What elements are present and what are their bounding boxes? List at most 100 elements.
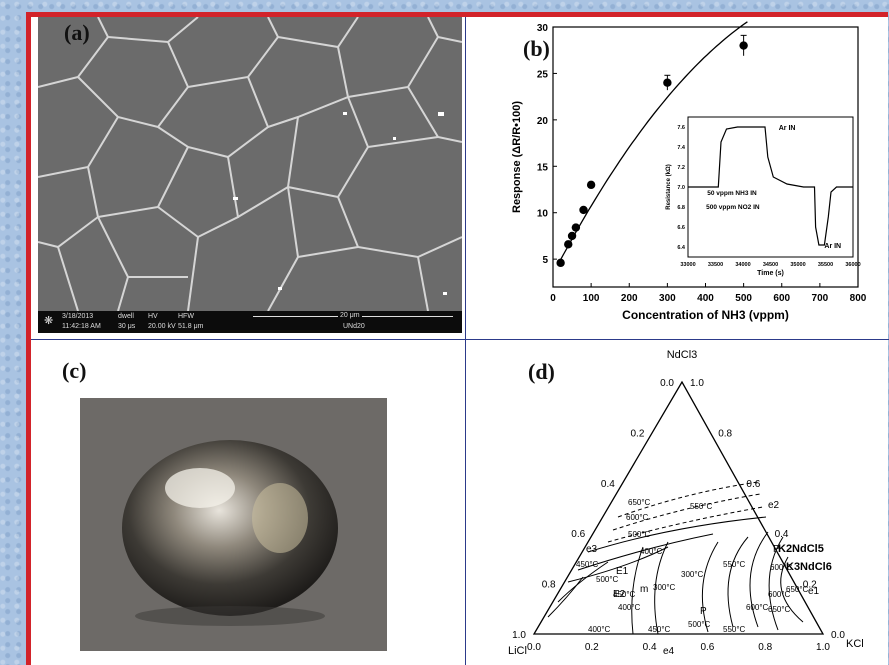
- isotherm-curve: [587, 516, 767, 553]
- isotherm-curve: [557, 561, 609, 603]
- data-point: [579, 205, 588, 215]
- inset-y-axis-label: Resistance (kΩ): [666, 164, 672, 210]
- sem-date: 3/18/2013: [62, 313, 94, 320]
- isotherm-curve: [701, 541, 719, 633]
- vertex-label-left: LiCl: [508, 645, 527, 657]
- x-tick-label: 300: [659, 293, 676, 304]
- inset-resistance-line: [688, 126, 853, 246]
- inset-annotation: 500 vppm NO2 IN: [706, 204, 760, 211]
- vertex-label-top: NdCl3: [667, 349, 698, 361]
- isotherm-label: 550°C: [723, 560, 746, 569]
- fei-logo-icon: ❋: [44, 315, 54, 327]
- inset-annotation: 50 vppm NH3 IN: [707, 190, 757, 197]
- isotherm-label: 600°C: [626, 513, 649, 522]
- data-point: [567, 231, 577, 241]
- vertex-label-right: KCl: [846, 638, 864, 650]
- isotherm-curve: [607, 506, 764, 543]
- metal-nugget-image: [122, 440, 338, 626]
- isotherm-curve: [567, 546, 669, 583]
- isotherm-label: 650°C: [628, 498, 651, 507]
- isotherm-curve: [577, 533, 714, 571]
- eutectic-point-label: P: [773, 544, 780, 555]
- left-scale-label: 1.0: [512, 630, 526, 641]
- sem-dwell-label: dwell: [118, 313, 134, 320]
- isotherm-label: 600°C: [770, 563, 793, 572]
- isotherm-label: 300°C: [653, 583, 676, 592]
- eutectic-point-label: P: [700, 606, 707, 617]
- panel-b: 0 100 200 300 400 500 600 700 800 5 10 15 20 25 30 Conc…: [468, 17, 886, 337]
- sem-info-bar: ❋ 3/18/2013 11:42:18 AM dwell 30 μs HV 2…: [38, 311, 462, 333]
- right-scale-label: 1.0: [690, 378, 704, 389]
- isotherm-curve: [654, 541, 669, 635]
- isotherm-curve: [727, 536, 749, 628]
- isotherm-label: 450°C: [648, 625, 671, 634]
- inset-y-tick-label: 6.6: [677, 225, 685, 231]
- y-tick-label: 5: [542, 255, 548, 266]
- triangle-outline: [532, 380, 825, 635]
- right-scale-label: 0.8: [718, 428, 732, 439]
- panel-divider-horizontal: [31, 339, 889, 340]
- left-scale-label: 0.8: [542, 580, 556, 591]
- isotherm-label: 400°C: [618, 603, 641, 612]
- x-tick-label: 800: [850, 293, 867, 304]
- y-tick-label: 20: [537, 116, 549, 127]
- eutectic-point-label: e2: [768, 500, 780, 511]
- inset-x-tick-label: 33000: [680, 262, 695, 268]
- data-point: [564, 240, 573, 249]
- isotherm-label: 400°C: [588, 625, 611, 634]
- ternary-phase-diagram: NdCl3LiClKCl0.00.20.40.60.81.01.00.80.60…: [508, 349, 864, 657]
- compound-label: K3NdCl6: [786, 561, 832, 573]
- data-point: [739, 41, 748, 50]
- x-tick-label: 500: [735, 293, 752, 304]
- eutectic-point-label: e1: [808, 586, 820, 597]
- inset-x-tick-label: 34500: [763, 262, 778, 268]
- x-tick-label: 700: [812, 293, 829, 304]
- isotherm-curve: [547, 576, 584, 618]
- eutectic-point-label: e3: [586, 544, 598, 555]
- inset-y-tick-label: 7.6: [677, 125, 685, 131]
- x-tick-label: 600: [773, 293, 790, 304]
- panel-divider-vertical: [465, 17, 466, 665]
- isotherm-label: 300°C: [681, 570, 704, 579]
- isotherm-label: 400°C: [640, 547, 663, 556]
- isotherm-label: 650°C: [768, 605, 791, 614]
- isotherm-curve: [768, 536, 784, 631]
- data-point: [663, 78, 672, 87]
- inset-x-tick-label: 33500: [708, 262, 723, 268]
- isotherm-label: 600°C: [746, 603, 769, 612]
- sem-hfw-value: 51.8 μm: [178, 323, 204, 330]
- response-chart: 0 100 200 300 400 500 600 700 800 5 10 15 20 25 30 Conc…: [511, 21, 867, 322]
- y-tick-label: 10: [537, 209, 549, 220]
- bottom-scale-label: 0.0: [527, 642, 541, 653]
- isotherm-curve: [780, 556, 804, 623]
- panel-label-c: (c): [62, 358, 87, 383]
- right-scale-label: 0.4: [775, 529, 789, 540]
- data-point: [556, 258, 565, 268]
- panel-d: NdCl3 LiCl KCl 0.0 0.2 0.4 0.6 0.8 1.0 1.0 0.8 0.6 0…: [468, 342, 886, 662]
- left-scale-label: 0.6: [571, 529, 585, 540]
- isotherm-label: 500°C: [628, 530, 651, 539]
- panel-label-b: (b): [523, 36, 550, 61]
- x-tick-label: 100: [583, 293, 600, 304]
- sem-hv-label: HV: [148, 313, 158, 320]
- scale-label: 20 μm: [338, 312, 362, 319]
- right-scale-label: 0.0: [831, 630, 845, 641]
- y-tick-label: 15: [537, 162, 549, 173]
- compound-label: K2NdCl5: [778, 543, 824, 555]
- sample-id: UNd20: [343, 323, 365, 330]
- eutectic-point-label: E1: [616, 566, 629, 577]
- inset-x-axis-label: Time (s): [757, 270, 784, 277]
- isotherm-label: 650°C: [786, 585, 809, 594]
- eutectic-point-label: E2: [613, 589, 626, 600]
- data-point: [571, 223, 581, 232]
- bottom-scale-label: 0.6: [700, 642, 714, 653]
- isotherm-curve: [612, 493, 761, 531]
- x-tick-label: 0: [550, 293, 556, 304]
- inset-y-tick-label: 7.2: [677, 165, 685, 171]
- inset-x-tick-label: 35000: [790, 262, 805, 268]
- fit-curve: [560, 21, 748, 261]
- inset-x-tick-label: 36000: [845, 262, 860, 268]
- sem-dwell-value: 30 μs: [118, 323, 136, 330]
- grain-boundaries: [38, 17, 462, 312]
- eutectic-point-label: e4: [663, 646, 675, 657]
